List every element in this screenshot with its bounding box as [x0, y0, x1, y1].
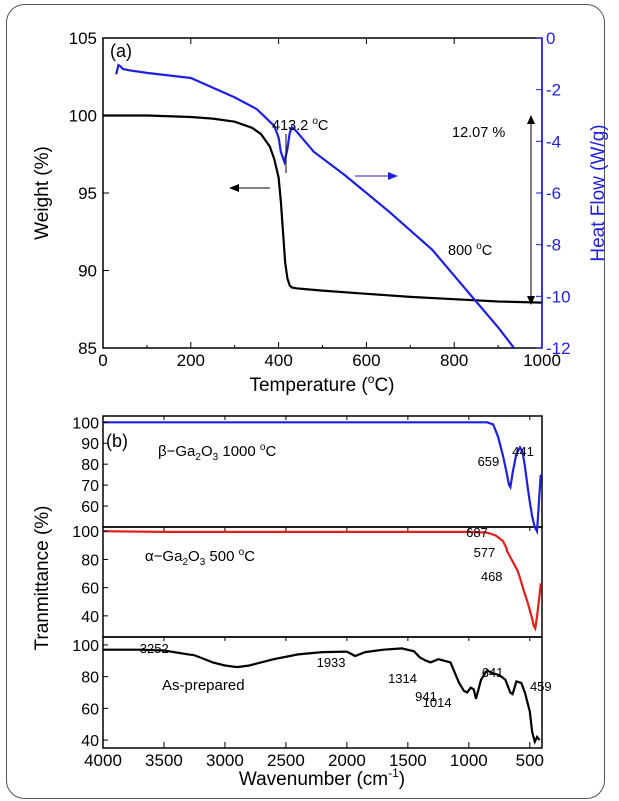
peak-label: 459	[530, 679, 552, 694]
panel-a: 0 200 400 600 800 1000 85 90 95 100 105 0 -2 -4 -6 -8 -1…	[32, 29, 609, 396]
figure-border	[6, 4, 605, 799]
y-left-tick-label: 105	[69, 29, 97, 48]
peak-label: 441	[512, 444, 534, 459]
peak-label: 941	[415, 689, 437, 704]
x-tick-label: 500	[516, 751, 544, 770]
y-right-tick-label: -12	[546, 339, 571, 358]
subplot-frame	[102, 415, 543, 528]
y-tick-label: 70	[81, 478, 99, 495]
panel-b-curves	[102, 421, 542, 745]
peak-label: 577	[474, 545, 496, 560]
panel-a-curves	[103, 63, 542, 348]
y-tick-label: 40	[81, 609, 99, 626]
peak-label: 641	[482, 665, 504, 680]
left-axis-arrowhead	[229, 184, 239, 192]
peak-label: 687	[466, 525, 488, 540]
x-tick-label: 1000	[523, 351, 561, 370]
mass-loss-arrow-top	[527, 115, 535, 124]
peak-annotation: 413.2 oC	[272, 116, 328, 134]
y-tick-label: 100	[72, 524, 99, 541]
y-right-tick-label: -4	[546, 132, 561, 151]
panel-a-label: (a)	[110, 41, 132, 61]
heat-flow-curve	[115, 63, 516, 348]
panel-b-label: (b)	[106, 431, 128, 451]
y-tick-label: 100	[72, 638, 99, 655]
y-left-tick-label: 100	[69, 107, 97, 126]
peak-label: 1014	[423, 695, 452, 710]
y-left-tick-label: 90	[78, 262, 97, 281]
y-tick-label: 60	[81, 581, 99, 598]
end-temp-annotation: 800 oC	[448, 241, 492, 259]
x-tick-label: 600	[352, 351, 380, 370]
mass-loss-arrow-bottom	[527, 296, 535, 305]
y-left-tick-label: 95	[78, 184, 97, 203]
y-tick-label: 80	[81, 552, 99, 569]
panel-b-xlabel: Wavenumber (cm-1)	[239, 766, 405, 790]
subplot-frame	[102, 636, 543, 749]
y-right-tick-label: 0	[546, 29, 555, 48]
panel-a-ticks: 0 200 400 600 800 1000 85 90 95 100 105 0 -2 -4 -6 -8 -1…	[69, 29, 571, 370]
subplot-frame	[102, 526, 543, 638]
beta-series-label: β−Ga2O3 1000 oC	[158, 442, 276, 463]
y-tick-label: 100	[72, 415, 99, 432]
weight-curve	[103, 114, 542, 304]
peak-label: 3252	[140, 641, 169, 656]
x-tick-label: 200	[177, 351, 205, 370]
y-right-tick-label: -6	[546, 184, 561, 203]
peak-label: 1933	[317, 655, 346, 670]
y-left-tick-label: 85	[78, 339, 97, 358]
peak-label: 468	[481, 569, 503, 584]
y-tick-label: 60	[81, 499, 99, 516]
ir-spectrum-0	[103, 421, 542, 536]
y-tick-label: 80	[81, 457, 99, 474]
peak-label: 1314	[388, 671, 417, 686]
x-tick-label: 1000	[450, 751, 488, 770]
y-right-tick-label: -2	[546, 81, 561, 100]
x-tick-label: 3000	[206, 751, 244, 770]
x-tick-label: 1500	[389, 751, 427, 770]
x-tick-label: 2500	[267, 751, 305, 770]
y-tick-label: 60	[81, 701, 99, 718]
ir-spectrum-1	[102, 530, 542, 632]
x-tick-label: 4000	[84, 751, 122, 770]
ir-spectrum-2	[103, 647, 541, 745]
x-tick-label: 3500	[145, 751, 183, 770]
x-tick-label: 2000	[328, 751, 366, 770]
y-right-tick-label: -10	[546, 287, 571, 306]
x-tick-label: 0	[98, 351, 107, 370]
panel-b-ylabel: Tranmittance (%)	[32, 506, 53, 651]
y-tick-label: 40	[81, 733, 99, 750]
panel-a-ylabel-left: Weight (%)	[32, 146, 53, 240]
mass-loss-annotation: 12.07 %	[452, 125, 505, 141]
x-tick-label: 800	[440, 351, 468, 370]
panel-b-frames	[102, 415, 543, 749]
panel-a-ylabel-right: Heat Flow (W/g)	[588, 124, 609, 261]
alpha-series-label: α−Ga2O3 500 oC	[145, 547, 255, 568]
x-tick-label: 400	[264, 351, 292, 370]
panel-a-xlabel: Temperature (oC)	[249, 372, 394, 396]
y-right-tick-label: -8	[546, 236, 561, 255]
y-tick-label: 90	[81, 436, 99, 453]
as-prepared-series-label: As-prepared	[162, 677, 245, 694]
right-axis-arrowhead	[388, 172, 398, 180]
y-tick-label: 80	[81, 670, 99, 687]
peak-label: 659	[478, 454, 500, 469]
